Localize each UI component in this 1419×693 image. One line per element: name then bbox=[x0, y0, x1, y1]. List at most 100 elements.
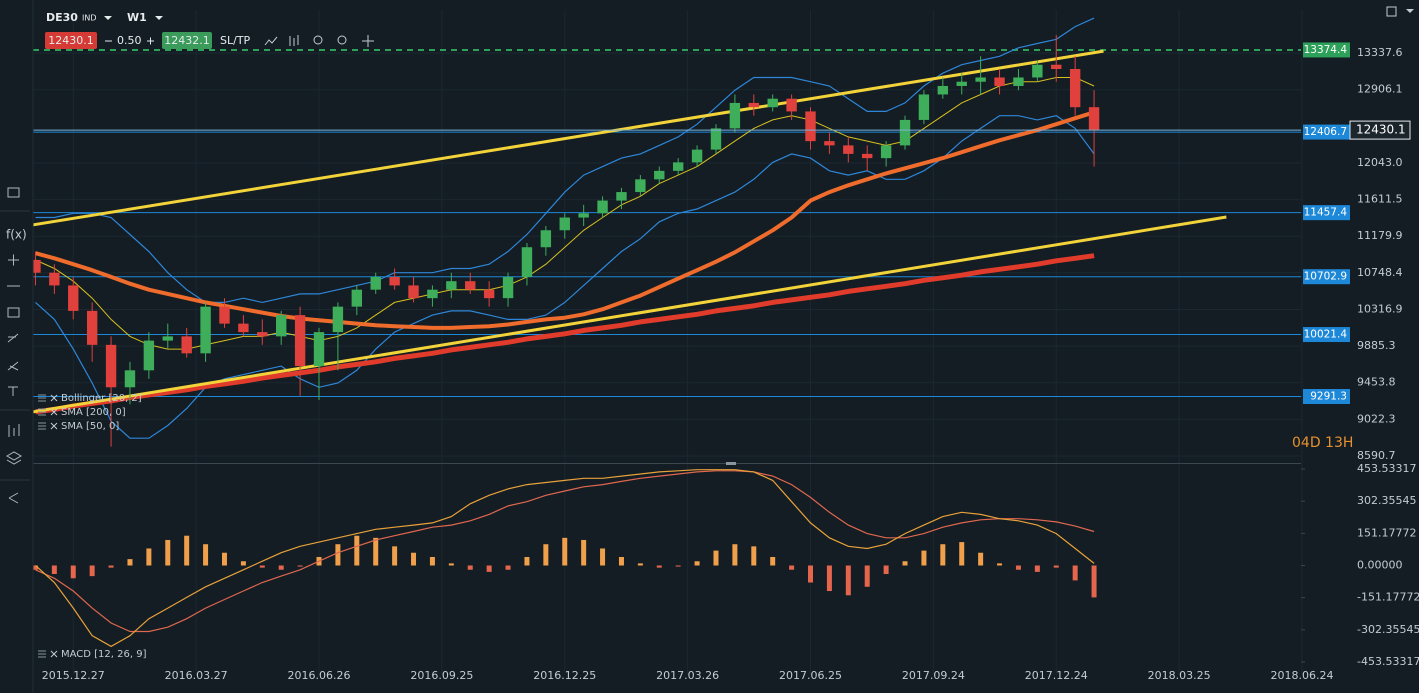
candle-body bbox=[124, 370, 136, 388]
histogram-bar bbox=[70, 565, 76, 579]
histogram-bar bbox=[656, 565, 662, 568]
dropdown-arrow[interactable] bbox=[104, 16, 112, 20]
sma-line bbox=[35, 253, 1095, 415]
histogram-bar bbox=[826, 565, 832, 592]
zoom-out-icon[interactable] bbox=[313, 35, 323, 45]
histogram-bar bbox=[203, 544, 209, 566]
candle-body bbox=[238, 323, 249, 333]
candle-body bbox=[540, 230, 552, 248]
candle-body bbox=[181, 336, 192, 354]
histogram-bar bbox=[751, 546, 757, 566]
histogram-bar bbox=[354, 535, 360, 566]
bid-box[interactable] bbox=[45, 32, 97, 49]
histogram-bar bbox=[392, 546, 398, 566]
tool-layers[interactable] bbox=[5, 451, 23, 465]
y-tick-label: 8590.7 bbox=[1357, 449, 1396, 462]
price-panel bbox=[33, 17, 1301, 447]
bid-price[interactable]: 12430.1 bbox=[48, 34, 94, 47]
candle-body bbox=[672, 162, 684, 171]
legend-remove-icon[interactable] bbox=[50, 422, 58, 430]
y2-tick-label: -151.17772 bbox=[1357, 591, 1419, 604]
candle-body bbox=[824, 141, 835, 146]
level-label-box bbox=[1303, 205, 1350, 221]
menu-icon[interactable] bbox=[1406, 9, 1414, 13]
y-tick-label: 12906.1 bbox=[1357, 83, 1403, 96]
tool-indicators[interactable] bbox=[8, 424, 20, 437]
tool-pitchfork[interactable] bbox=[7, 361, 19, 371]
move-icon[interactable] bbox=[362, 35, 374, 47]
panel-resize-handle[interactable] bbox=[726, 462, 736, 465]
line-chart-icon[interactable] bbox=[264, 36, 278, 46]
candle-icon[interactable] bbox=[289, 35, 299, 46]
histogram-bar bbox=[184, 535, 190, 566]
legend-remove-icon[interactable] bbox=[50, 408, 58, 416]
histogram-bar bbox=[335, 544, 341, 566]
current-price-label: 12430.1 bbox=[1356, 123, 1406, 137]
window-icon[interactable] bbox=[1386, 6, 1397, 17]
candle-body bbox=[351, 289, 363, 307]
y2-tick-label: -453.53317 bbox=[1357, 655, 1419, 668]
symbol-type: IND bbox=[82, 14, 97, 23]
candle-body bbox=[654, 170, 665, 180]
tool-fib[interactable] bbox=[7, 333, 19, 343]
symbol[interactable]: DE30 bbox=[46, 11, 78, 24]
level-label-box bbox=[1303, 269, 1350, 285]
dropdown-arrow[interactable] bbox=[155, 16, 163, 20]
candle-body bbox=[880, 145, 892, 159]
histogram-bar bbox=[770, 556, 776, 566]
x-tick-label: 2016.06.26 bbox=[288, 669, 351, 682]
x-tick-label: 2016.03.27 bbox=[165, 669, 228, 682]
sltp-button[interactable]: SL/TP bbox=[220, 34, 251, 47]
legend-remove-icon[interactable] bbox=[50, 394, 58, 402]
histogram-bar bbox=[524, 556, 530, 566]
histogram-bar bbox=[127, 559, 133, 566]
tool-text[interactable] bbox=[8, 386, 18, 396]
candle-body bbox=[86, 310, 98, 345]
signal-line bbox=[35, 470, 1095, 633]
candle-body bbox=[729, 102, 741, 129]
candle-body bbox=[68, 285, 79, 311]
tool-window[interactable] bbox=[7, 187, 20, 198]
candle-body bbox=[767, 98, 778, 108]
histogram-bar bbox=[675, 565, 681, 567]
legend-remove-icon[interactable] bbox=[50, 650, 58, 658]
buy-icon[interactable] bbox=[147, 37, 154, 45]
level-label: 12406.7 bbox=[1304, 126, 1347, 138]
candle-body bbox=[33, 259, 41, 273]
x-tick-label: 2015.12.27 bbox=[42, 669, 105, 682]
histogram-bar bbox=[789, 565, 795, 570]
candle-body bbox=[559, 217, 570, 231]
candle-body bbox=[427, 289, 438, 299]
tool-crosshair[interactable] bbox=[8, 254, 19, 266]
grid bbox=[33, 10, 1303, 675]
histogram-bar bbox=[505, 565, 511, 570]
level-label-box bbox=[1303, 389, 1350, 405]
candle-body bbox=[143, 340, 155, 371]
x-tick-label: 2017.06.25 bbox=[779, 669, 842, 682]
zoom-in-icon[interactable] bbox=[337, 35, 347, 45]
tool-function[interactable]: f(x) bbox=[6, 228, 27, 242]
legend-label: MACD [12, 26, 9] bbox=[61, 649, 147, 660]
target-label: 13374.4 bbox=[1304, 44, 1348, 56]
candle-body bbox=[597, 200, 608, 214]
x-tick-label: 2018.06.24 bbox=[1271, 669, 1334, 682]
histogram-bar bbox=[1015, 565, 1021, 570]
legend-menu-icon bbox=[38, 650, 46, 658]
candle-body bbox=[937, 85, 949, 95]
legend-label: SMA [50, 0] bbox=[61, 421, 119, 432]
candle-body bbox=[200, 306, 211, 354]
x-tick-label: 2017.09.24 bbox=[902, 669, 965, 682]
tool-rect[interactable] bbox=[7, 307, 20, 318]
y-tick-label: 13337.6 bbox=[1357, 46, 1403, 59]
histogram-bar bbox=[1034, 565, 1040, 572]
ask-price[interactable]: 12432.1 bbox=[164, 34, 210, 47]
timeframe[interactable]: W1 bbox=[127, 11, 147, 24]
ask-box[interactable] bbox=[162, 32, 212, 49]
y2-tick-label: 302.35545 bbox=[1357, 494, 1417, 507]
tool-share[interactable] bbox=[8, 492, 19, 504]
macd-line bbox=[35, 469, 1095, 648]
histogram-bar bbox=[940, 544, 946, 566]
x-tick-label: 2018.03.25 bbox=[1148, 669, 1211, 682]
histogram-bar bbox=[978, 552, 984, 566]
